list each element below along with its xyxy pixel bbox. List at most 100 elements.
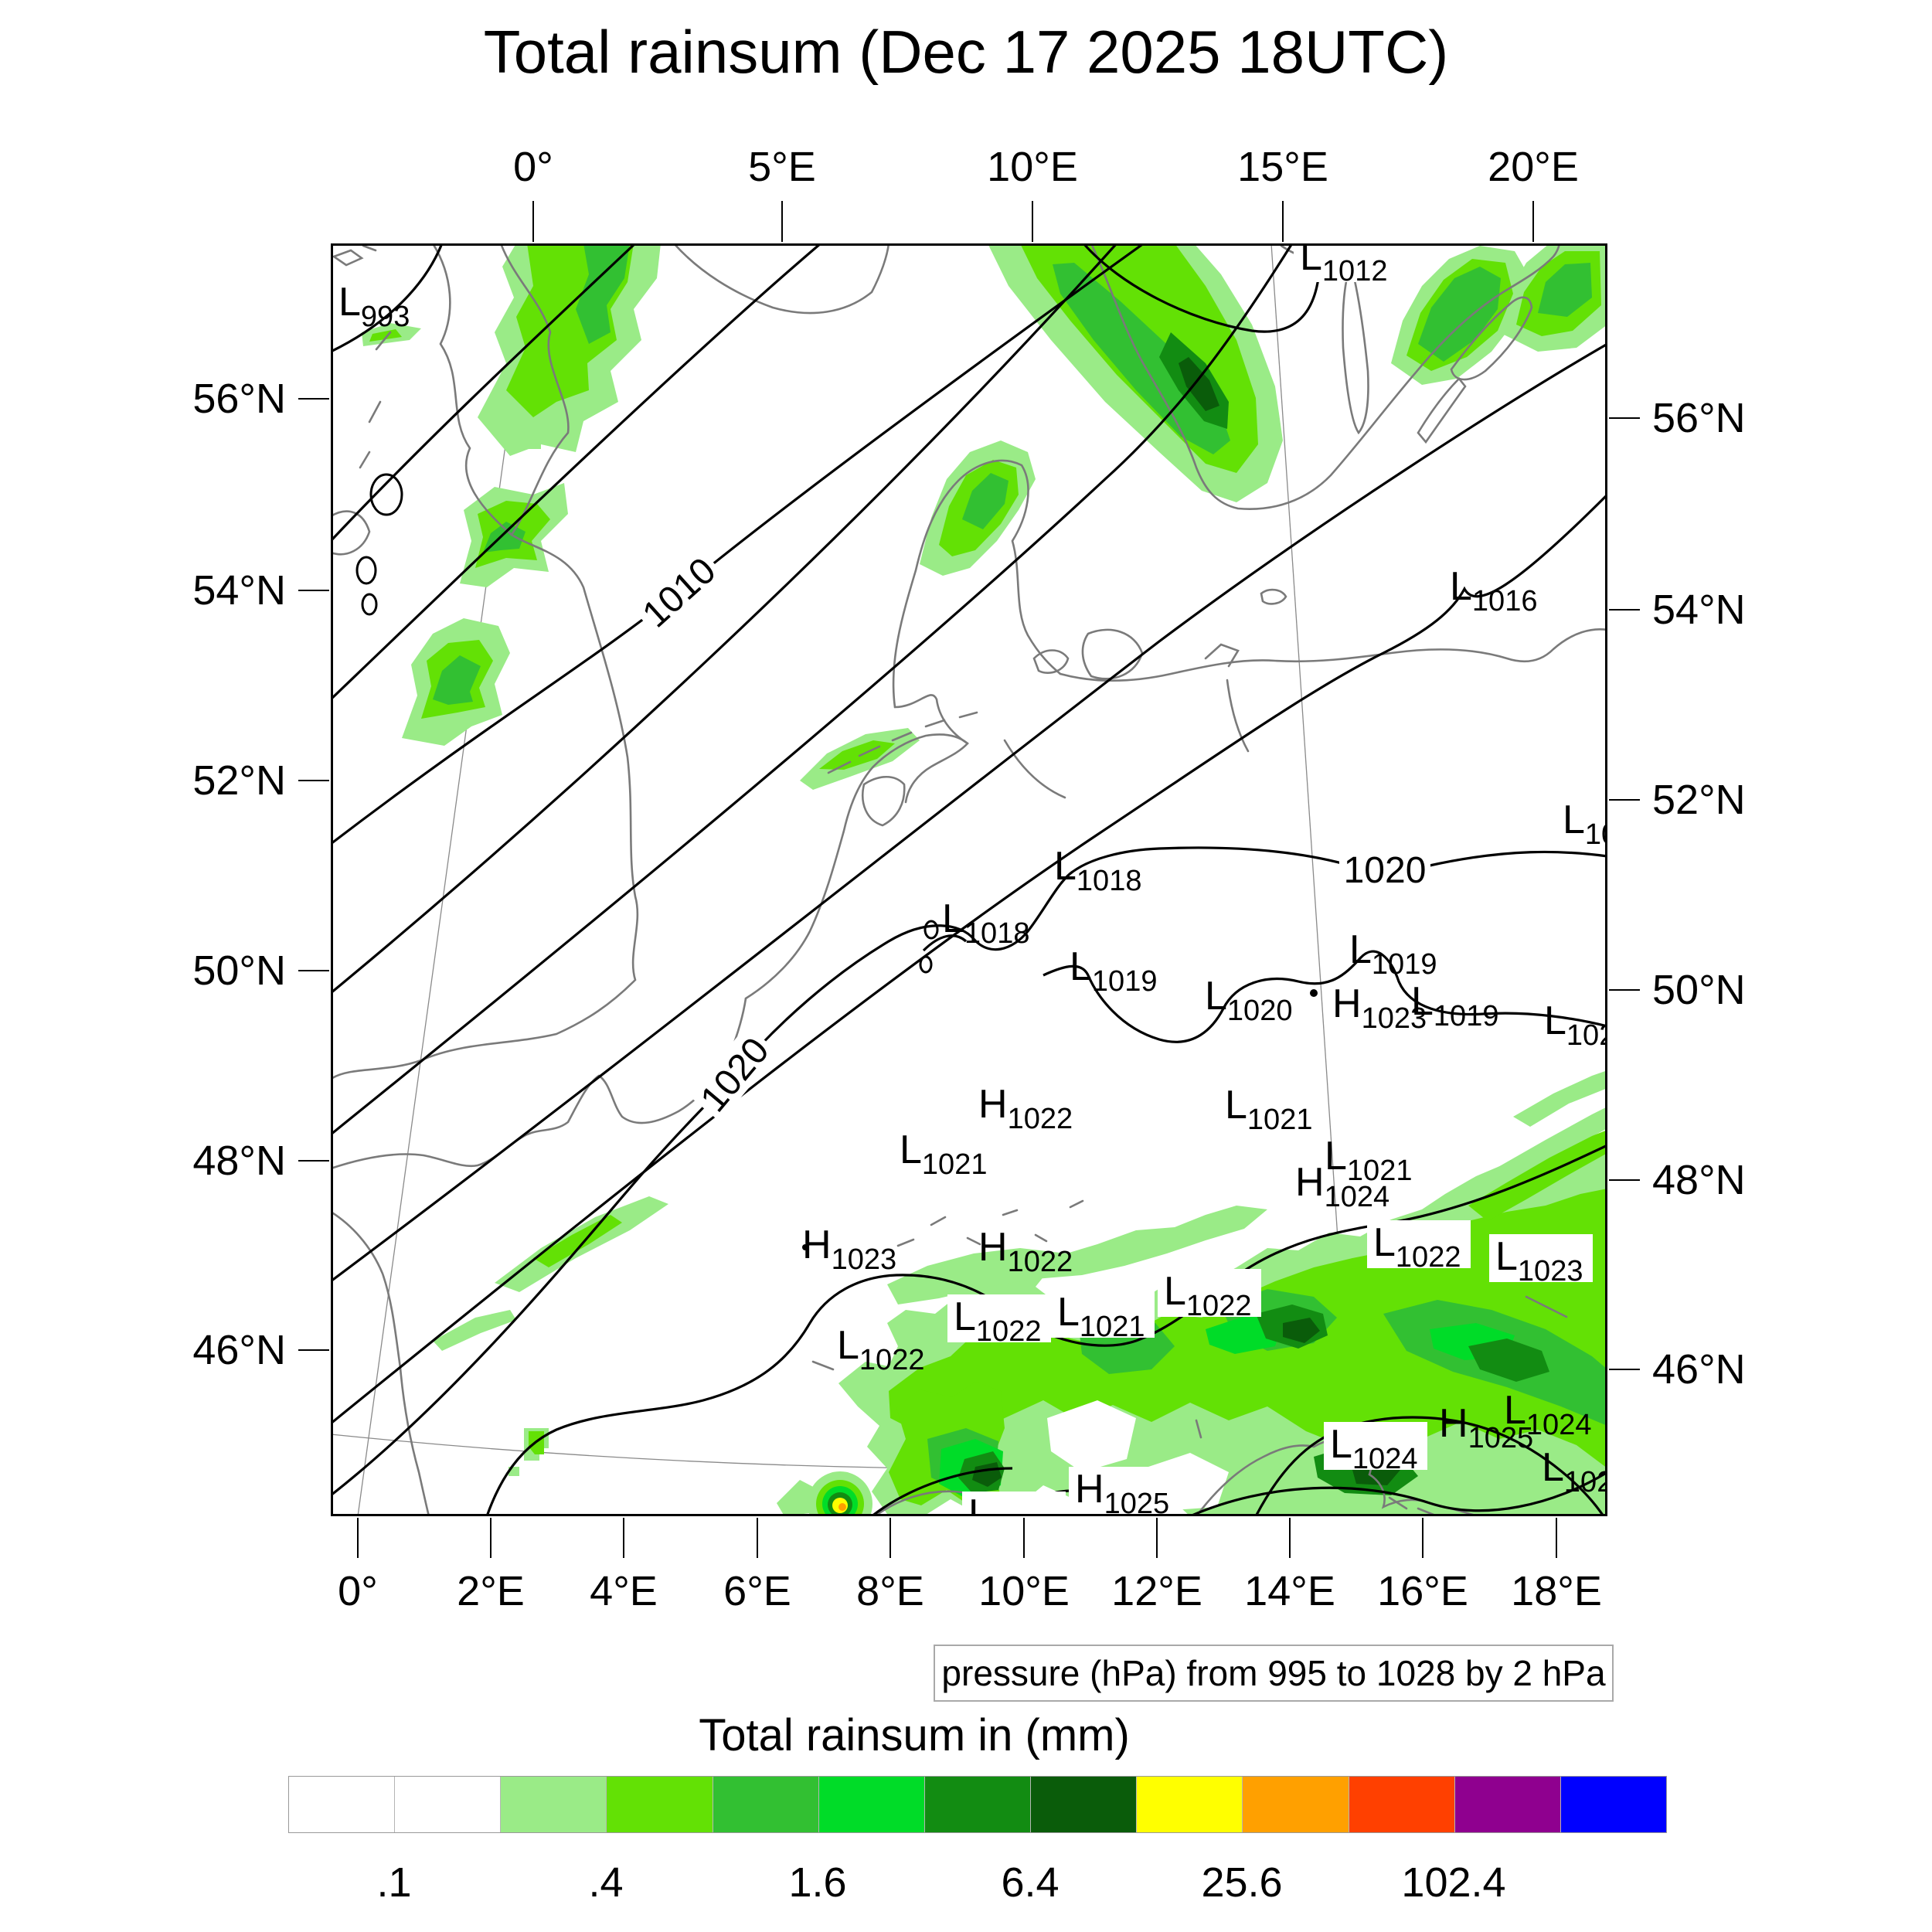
bottom-tick bbox=[623, 1518, 624, 1558]
left-axis-label: 46°N bbox=[192, 1327, 286, 1373]
rain-shading bbox=[1468, 1338, 1549, 1382]
colorbar-tick-label: 6.4 bbox=[1001, 1859, 1060, 1906]
rain-shading bbox=[576, 243, 630, 344]
pressure-contour bbox=[331, 243, 444, 353]
coastline bbox=[1525, 1295, 1568, 1318]
pressure-legend-text: pressure (hPa) from 995 to 1028 by 2 hPa bbox=[941, 1653, 1606, 1693]
pressure-centre-label: H1025 bbox=[1439, 1401, 1533, 1454]
bottom-axis-label: 0° bbox=[338, 1568, 378, 1614]
coastline bbox=[930, 1216, 947, 1226]
colorbar-cell bbox=[1560, 1777, 1667, 1832]
coastline bbox=[1090, 243, 1561, 510]
rain-shading bbox=[433, 655, 481, 705]
colorbar-cell bbox=[924, 1777, 1032, 1832]
left-tick bbox=[298, 398, 329, 400]
left-tick bbox=[298, 970, 329, 971]
coastline bbox=[375, 331, 392, 351]
coastline bbox=[1032, 649, 1070, 674]
rain-shading bbox=[1418, 267, 1501, 362]
pressure-centre-label: H1023 bbox=[802, 1223, 896, 1276]
coastline bbox=[1417, 377, 1467, 444]
right-tick bbox=[1609, 799, 1640, 801]
contour-value-label: 1020 bbox=[1339, 848, 1430, 891]
pressure-centre-label: H1025 bbox=[1075, 1467, 1169, 1516]
rain-shading bbox=[1439, 1107, 1607, 1217]
coastline bbox=[431, 243, 513, 536]
rain-shading bbox=[433, 1310, 516, 1351]
left-tick bbox=[298, 1349, 329, 1351]
coastline bbox=[1260, 588, 1287, 605]
coastline bbox=[1342, 260, 1369, 435]
pressure-centre-label: L1024 bbox=[1330, 1422, 1417, 1475]
coastline bbox=[862, 775, 906, 827]
coastline bbox=[672, 243, 890, 315]
colorbar-cell bbox=[713, 1777, 819, 1832]
coastline bbox=[1059, 628, 1607, 682]
bottom-axis-label: 6°E bbox=[723, 1568, 791, 1614]
top-tick bbox=[1532, 201, 1534, 242]
pressure-centre-label: H1024 bbox=[1295, 1160, 1389, 1213]
rain-shading bbox=[1513, 1070, 1607, 1127]
pressure-contour bbox=[331, 342, 1607, 1283]
map-dot bbox=[1310, 989, 1318, 997]
coastline bbox=[827, 760, 852, 774]
rain-shading bbox=[369, 329, 402, 342]
pressure-label-box bbox=[947, 1294, 1051, 1342]
coastline bbox=[966, 1236, 981, 1246]
coastline bbox=[1388, 1496, 1408, 1510]
pressure-label-box bbox=[1489, 1234, 1593, 1282]
colorbar-cell bbox=[1454, 1777, 1561, 1832]
coastline bbox=[359, 451, 371, 469]
bottom-tick bbox=[490, 1518, 492, 1558]
top-tick bbox=[781, 201, 783, 242]
pressure-contour bbox=[331, 243, 1118, 995]
coastline bbox=[811, 1360, 835, 1371]
bottom-tick bbox=[357, 1518, 359, 1558]
pressure-contour bbox=[331, 243, 1294, 1136]
coastline bbox=[892, 459, 1062, 709]
pressure-centre-label: H1022 bbox=[978, 1225, 1073, 1278]
rain-shading bbox=[533, 1215, 622, 1267]
top-tick bbox=[532, 201, 534, 242]
left-axis-label: 54°N bbox=[192, 567, 286, 614]
right-tick bbox=[1609, 989, 1640, 991]
pressure-centre-label: L1018 bbox=[1054, 844, 1141, 897]
colorbar-tick-label: .4 bbox=[588, 1859, 624, 1906]
pressure-label-box bbox=[1158, 1269, 1261, 1317]
top-axis-label: 5°E bbox=[748, 144, 816, 190]
coastline bbox=[1034, 1233, 1048, 1243]
left-axis-label: 56°N bbox=[192, 376, 286, 422]
coastline bbox=[362, 244, 377, 252]
top-axis-label: 20°E bbox=[1488, 144, 1579, 190]
coastline bbox=[368, 400, 382, 423]
coastline bbox=[891, 731, 913, 742]
bottom-tick bbox=[1556, 1518, 1557, 1558]
left-tick bbox=[298, 1160, 329, 1162]
bottom-axis-label: 10°E bbox=[978, 1568, 1070, 1614]
map-dot bbox=[802, 1244, 808, 1250]
pressure-centre-label: L1022 bbox=[1373, 1220, 1461, 1274]
top-tick bbox=[1032, 201, 1033, 242]
colorbar-tick-label: 102.4 bbox=[1401, 1859, 1506, 1906]
coastline bbox=[1195, 1419, 1202, 1439]
pressure-contour bbox=[331, 243, 822, 701]
map-canvas: 101010201020L993L1012L1016L10L1018L1018L… bbox=[331, 243, 1607, 1516]
pressure-contour bbox=[1254, 1416, 1605, 1516]
right-axis-label: 56°N bbox=[1652, 395, 1746, 441]
right-tick bbox=[1609, 1179, 1640, 1181]
top-axis-label: 0° bbox=[513, 144, 553, 190]
bottom-axis-label: 18°E bbox=[1511, 1568, 1602, 1614]
coastline bbox=[744, 733, 969, 1000]
right-tick bbox=[1609, 609, 1640, 611]
pressure-centre-label: L1024 bbox=[1504, 1388, 1591, 1441]
pressure-centre-label: L1019 bbox=[1070, 944, 1157, 998]
pressure-centre-label: L1016 bbox=[1450, 564, 1537, 617]
right-axis-label: 52°N bbox=[1652, 777, 1746, 823]
pressure-centre-label: H1022 bbox=[978, 1082, 1073, 1135]
rain-shading bbox=[1283, 1318, 1320, 1343]
svg-text:1020: 1020 bbox=[1344, 850, 1427, 891]
colorbar bbox=[288, 1776, 1667, 1833]
pressure-centre-label: L1020 bbox=[1205, 974, 1292, 1027]
colorbar-cell bbox=[1349, 1777, 1455, 1832]
